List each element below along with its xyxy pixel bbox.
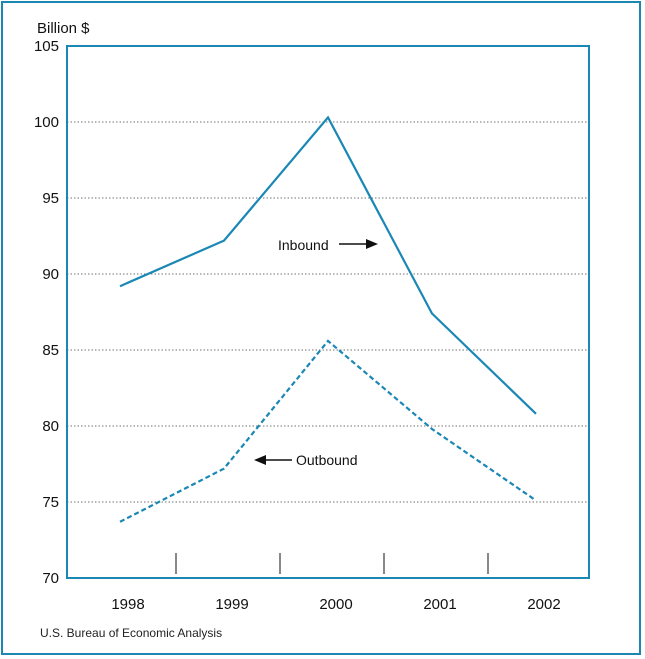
y-tick-label: 100 (34, 114, 59, 131)
series-lines (119, 115, 537, 523)
inbound-annotation: Inbound (278, 237, 378, 253)
source-note: U.S. Bureau of Economic Analysis (40, 626, 223, 640)
y-tick-label: 105 (34, 38, 59, 55)
x-tick-label: 2000 (319, 596, 352, 613)
x-tick-label: 2001 (423, 596, 456, 613)
inbound-annotation-label: Inbound (278, 237, 329, 253)
y-tick-label: 85 (42, 342, 59, 359)
y-tick-label: 80 (42, 418, 59, 435)
y-tick-labels: 70 75 80 85 90 95 100 105 (34, 38, 59, 587)
series-line-inbound (119, 115, 537, 415)
gridlines (67, 121, 589, 503)
series-line-outbound (119, 339, 537, 523)
y-axis-label: Billion $ (37, 20, 90, 37)
x-tick-labels: 1998 1999 2000 2001 2002 (111, 553, 561, 613)
y-tick-label: 90 (42, 266, 59, 283)
x-tick-label: 2002 (527, 596, 560, 613)
inbound-arrowhead-icon (366, 239, 378, 249)
plot-area (66, 45, 590, 579)
outbound-annotation-label: Outbound (296, 452, 358, 468)
x-tick-label: 1999 (215, 596, 248, 613)
y-tick-label: 75 (42, 494, 59, 511)
y-tick-label: 70 (42, 570, 59, 587)
x-tick-label: 1998 (111, 596, 144, 613)
outbound-annotation: Outbound (254, 452, 358, 468)
y-tick-label: 95 (42, 190, 59, 207)
